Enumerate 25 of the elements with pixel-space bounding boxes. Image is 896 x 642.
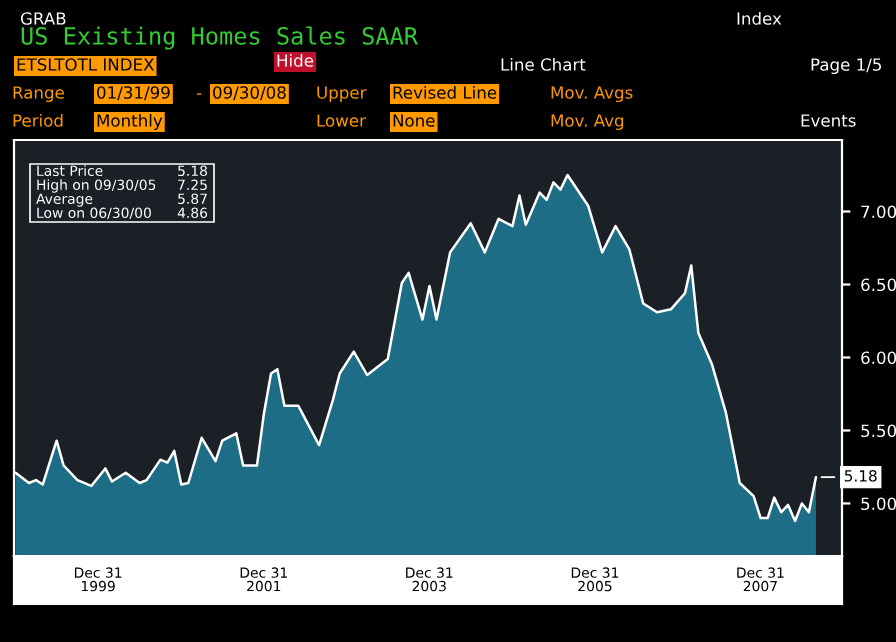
y-tick-label: 6.50 bbox=[861, 278, 896, 292]
text: GRAB bbox=[20, 12, 66, 25]
text: Upper bbox=[317, 86, 367, 103]
text: Monthly bbox=[97, 113, 163, 131]
text: Lower bbox=[317, 114, 366, 127]
y-tick-label: 7.00 bbox=[861, 205, 896, 219]
text: None bbox=[393, 114, 435, 127]
y-tick-label: 6.00 bbox=[861, 351, 896, 365]
y-tick-label: 5.50 bbox=[861, 424, 896, 438]
text: Index bbox=[737, 11, 782, 25]
text: Line Chart bbox=[501, 57, 586, 71]
text: Page 1/5 bbox=[811, 58, 882, 75]
text: Period bbox=[13, 113, 63, 127]
text: Hide bbox=[277, 53, 314, 67]
text: 01/31/99 bbox=[97, 86, 170, 101]
text: Events bbox=[801, 114, 856, 127]
chart-title: US Existing Homes Sales SAAR bbox=[21, 26, 419, 50]
text: 09/30/08 bbox=[213, 86, 286, 101]
text: - bbox=[196, 93, 202, 95]
text: ETSLTOTL INDEX bbox=[17, 58, 154, 71]
text: Revised Line bbox=[393, 85, 497, 99]
text: Mov. Avgs bbox=[551, 86, 633, 103]
text: Mov. Avg bbox=[551, 114, 624, 131]
y-tick-label: 5.00 bbox=[861, 497, 896, 511]
text: Range bbox=[13, 86, 64, 103]
